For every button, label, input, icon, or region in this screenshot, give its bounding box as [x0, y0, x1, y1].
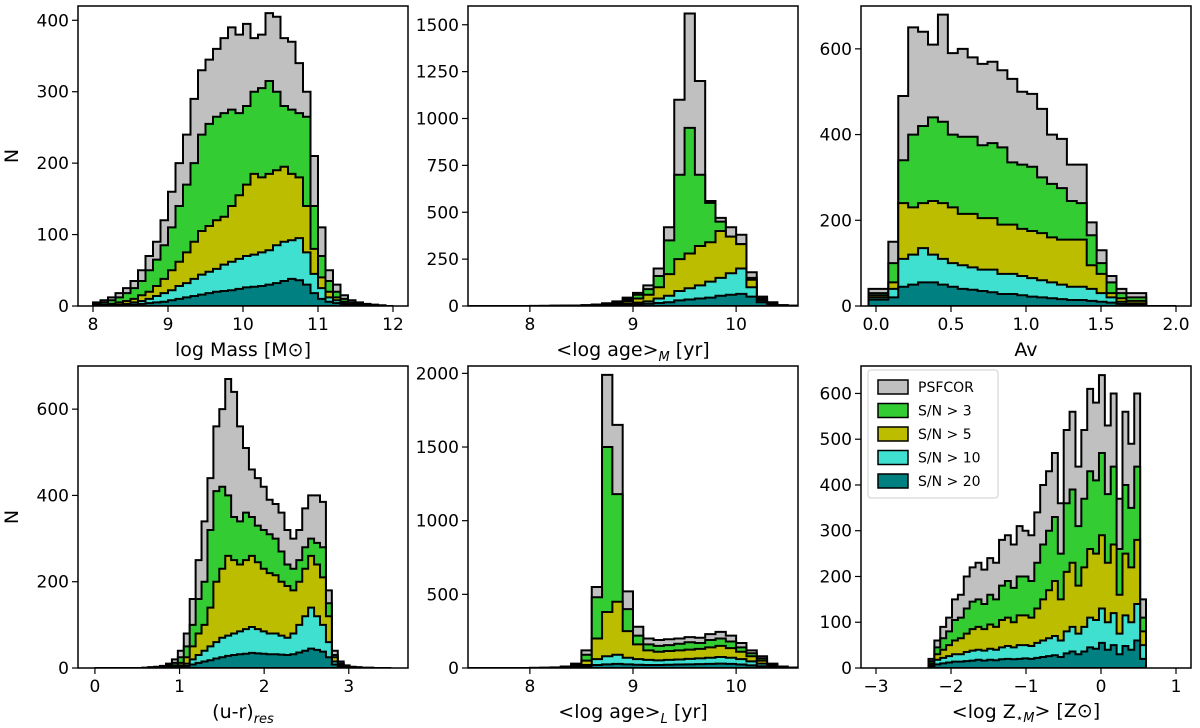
- panel-log-mass: 8 9 10 11 12 0 100 200 300 400 log Mass [M⊙] N: [1, 5, 409, 361]
- x-tick-label: −3: [863, 677, 888, 697]
- x-tick-label: 1.5: [1087, 315, 1114, 335]
- legend-swatch: [877, 426, 909, 442]
- x-axis-label: <log age>M [yr]: [556, 339, 709, 365]
- y-tick-label: 0: [841, 659, 852, 679]
- y-tick-label: 600: [820, 40, 852, 60]
- legend-label: PSFCOR: [918, 380, 974, 396]
- y-tick-label: 200: [820, 211, 852, 231]
- x-axis-label: log Mass [M⊙]: [175, 339, 311, 361]
- y-tick-label: 0: [448, 659, 459, 679]
- histogram-s-n-20: [468, 292, 798, 306]
- x-tick-label: −1: [1013, 677, 1038, 697]
- x-tick-label: 12: [382, 315, 404, 335]
- y-tick-label: 0: [448, 297, 459, 317]
- y-tick-label: 400: [820, 476, 852, 496]
- x-tick-label: 2: [259, 677, 270, 697]
- legend-swatch: [877, 379, 909, 395]
- histogram-s-n-20: [927, 639, 1147, 668]
- histogram-s-n-5: [92, 165, 393, 306]
- legend-swatch: [877, 449, 909, 466]
- histogram-s-n-20: [93, 277, 393, 306]
- panel-log-age-light-weighted: 8 9 10 0 500 1000 1500 2000 <log age>L [yr]: [416, 364, 799, 727]
- legend-label: S/N > 10: [918, 451, 981, 467]
- x-axis-label: (u-r)res: [212, 701, 274, 727]
- y-tick-label: 0: [841, 297, 852, 317]
- x-tick-label: 1.0: [1012, 315, 1039, 335]
- legend-label: S/N > 20: [918, 474, 981, 490]
- histogram-bars: [92, 12, 393, 306]
- x-tick-label: 10: [232, 315, 254, 335]
- x-tick-label: 9: [163, 315, 174, 335]
- legend-swatch: [877, 402, 909, 419]
- y-tick-label: 0: [58, 659, 69, 679]
- x-tick-label: 8: [524, 315, 535, 335]
- y-tick-label: 500: [427, 203, 459, 223]
- y-tick-label: 100: [37, 226, 69, 246]
- histogram-bars: [867, 13, 1176, 306]
- panel-u-r-res: 0 1 2 3 0 200 400 600 (u-r)res N: [1, 365, 409, 727]
- legend-label: S/N > 5: [918, 427, 972, 443]
- y-tick-label: 1500: [416, 16, 459, 36]
- y-tick-label: 400: [820, 126, 852, 146]
- legend-swatch: [877, 473, 909, 489]
- panel-log-metallicity: −3 −2 −1 0 1 0 100 200 300 400 500 600 <log Z⋆M> [Z⊙…: [820, 365, 1192, 726]
- x-tick-label: 1: [174, 677, 185, 697]
- axes-frame: [467, 5, 799, 307]
- x-tick-label: 10: [725, 677, 747, 697]
- legend-frame: [867, 369, 999, 499]
- y-axis-label: N: [1, 510, 23, 524]
- y-tick-label: 1250: [416, 63, 459, 83]
- panel-log-age-mass-weighted: 8 9 10 0 250 500 750 1000 1250 1500 <log age>M [yr…: [416, 5, 799, 365]
- legend: PSFCOR S/N > 3 S/N > 5 S/N > 10 S/N > 20: [867, 369, 999, 499]
- histogram-bars: [468, 373, 798, 668]
- y-tick-label: 200: [37, 573, 69, 593]
- x-tick-label: 2.0: [1162, 315, 1189, 335]
- y-tick-label: 600: [37, 400, 69, 420]
- y-tick-label: 300: [820, 522, 852, 542]
- x-tick-label: 0: [90, 677, 101, 697]
- histogram-s-n-10: [93, 237, 393, 306]
- y-tick-label: 750: [427, 156, 459, 176]
- y-tick-label: 1000: [416, 110, 459, 130]
- x-tick-label: 0.5: [937, 315, 964, 335]
- x-tick-label: 1: [1171, 677, 1182, 697]
- x-tick-label: 10: [725, 315, 747, 335]
- y-tick-label: 400: [37, 11, 69, 31]
- y-tick-label: 400: [37, 486, 69, 506]
- y-tick-label: 500: [427, 585, 459, 605]
- histogram-bars: [927, 374, 1147, 668]
- x-tick-label: 9: [628, 677, 639, 697]
- y-tick-label: 100: [820, 613, 852, 633]
- x-tick-label: 11: [307, 315, 329, 335]
- axes-frame: [77, 365, 409, 669]
- y-tick-label: 1000: [416, 512, 459, 532]
- panel-av: 0.0 0.5 1.0 1.5 2.0 0 200 400 600 Av: [820, 5, 1192, 361]
- y-tick-label: 2000: [416, 364, 459, 384]
- x-tick-label: 3: [343, 677, 354, 697]
- histogram-bars: [94, 377, 392, 668]
- y-tick-label: 0: [58, 297, 69, 317]
- x-tick-label: 9: [628, 315, 639, 335]
- x-axis-label: <log Z⋆M> [Z⊙]: [952, 700, 1100, 726]
- y-tick-label: 500: [820, 430, 852, 450]
- y-tick-label: 200: [820, 567, 852, 587]
- y-tick-label: 200: [37, 154, 69, 174]
- histogram-psfcor: [468, 12, 798, 306]
- y-axis-label: N: [1, 149, 23, 163]
- x-axis-label: Av: [1014, 339, 1037, 361]
- y-tick-label: 600: [820, 384, 852, 404]
- histogram-s-n-20: [867, 281, 1176, 306]
- histogram-bars: [468, 12, 798, 306]
- x-tick-label: 0: [1096, 677, 1107, 697]
- x-tick-label: 0.0: [862, 315, 889, 335]
- x-tick-label: 8: [88, 315, 99, 335]
- x-tick-label: 8: [524, 677, 535, 697]
- y-tick-label: 250: [427, 250, 459, 270]
- legend-label: S/N > 3: [918, 404, 972, 420]
- x-tick-label: −2: [938, 677, 963, 697]
- x-axis-label: <log age>L [yr]: [558, 701, 707, 727]
- y-tick-label: 1500: [416, 438, 459, 458]
- y-tick-label: 300: [37, 83, 69, 103]
